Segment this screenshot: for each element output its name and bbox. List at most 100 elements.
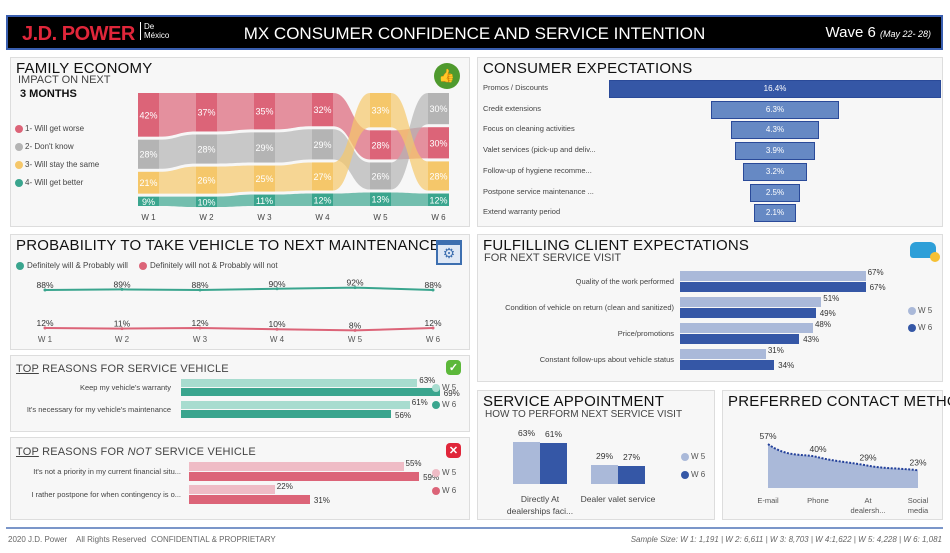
data-label: 12% — [191, 318, 208, 328]
x-tick-label: W 1 — [141, 213, 156, 222]
data-label: 40% — [809, 444, 826, 454]
legend-label: Definitely will & Probably will — [27, 261, 128, 270]
category-label: Promos / Discounts — [483, 83, 549, 92]
bar-better — [428, 193, 449, 206]
legend-dot — [908, 323, 916, 332]
data-label: 56% — [395, 411, 412, 420]
x-tick-label: W 6 — [426, 335, 441, 344]
bar-w6 — [540, 443, 567, 484]
category-label: Extend warranty period — [483, 207, 561, 217]
panel-title: PROBABILITY TO TAKE VEHICLE TO NEXT MAIN… — [16, 237, 440, 254]
title-prefix: TOP — [16, 363, 39, 375]
band-better — [159, 196, 196, 208]
data-label: 61% — [544, 429, 562, 440]
data-label: 69% — [443, 389, 460, 398]
data-label: 10% — [197, 197, 215, 207]
title-rest: SERVICE VEHICLE — [151, 446, 256, 458]
bar-same — [312, 162, 333, 191]
point — [353, 328, 357, 332]
panel-subtitle-bold: 3 MONTHS — [20, 88, 77, 100]
bar-same — [196, 166, 217, 194]
data-label: 29% — [595, 450, 613, 461]
bar-better — [196, 196, 217, 208]
panel-title: FULFILLING CLIENT EXPECTATIONS — [483, 237, 750, 254]
brand-logo: J.D. POWER — [22, 23, 135, 45]
point — [431, 288, 435, 292]
x-tick-label: W 1 — [38, 335, 53, 344]
bar-w5 — [513, 441, 540, 484]
bar-dont_know — [196, 134, 217, 164]
data-label: 22% — [276, 482, 293, 491]
legend-w6: W 6 — [908, 323, 932, 332]
tick-line: At — [864, 496, 872, 505]
data-label: 57% — [759, 431, 776, 441]
category-label: Constant follow-ups about vehicle status — [539, 355, 674, 364]
data-label: 51% — [823, 294, 840, 303]
bar-better — [254, 194, 275, 206]
header-bar: J.D. POWER De México MX CONSUMER CONFIDEN… — [6, 15, 943, 50]
contact-chart: 57% 40% 29% 23% E-mail Phone At dealersh... Soci… — [757, 431, 929, 515]
point — [43, 288, 47, 292]
brand-sub: De México — [140, 22, 169, 40]
data-label: 35% — [255, 107, 273, 117]
point — [120, 287, 124, 291]
tick-line: media — [908, 506, 929, 515]
wave-label: Wave 6 (May 22- 28) — [826, 24, 932, 41]
legend-label: 3- Will stay the same — [25, 160, 100, 169]
contact-panel: PREFERRED CONTACT METHOD 57% 40% 29% 23% E-m… — [722, 390, 950, 520]
data-label: 55% — [405, 459, 422, 468]
bar-w5 — [181, 379, 418, 387]
brand-sub-1: De — [144, 22, 155, 31]
bar-w6 — [181, 388, 440, 396]
category-label: I rather postpone for when contingency i… — [31, 490, 181, 499]
data-label: 42% — [139, 110, 157, 120]
panel-subtitle: IMPACT ON NEXT — [18, 74, 111, 86]
legend-label: W 5 — [442, 383, 457, 392]
legend-will: Definitely will & Probably will — [16, 261, 128, 270]
title-em: NOT — [127, 446, 152, 458]
panel-subtitle: HOW TO PERFORM NEXT SERVICE VISIT — [485, 409, 683, 420]
legend-better: 4- Will get better — [15, 178, 83, 187]
wave-dates: (May 22- 28) — [879, 29, 931, 39]
title-rest: REASONS FOR SERVICE VEHICLE — [38, 363, 229, 375]
data-label: 23% — [909, 457, 926, 467]
band-same — [217, 165, 254, 194]
data-label: 29% — [313, 140, 331, 150]
bar-better — [138, 196, 159, 206]
page-title: MX CONSUMER CONFIDENCE AND SERVICE INTEN… — [243, 24, 706, 43]
footer-sample-size: Sample Size: W 1: 1,191 | W 2: 6,611 | W… — [630, 535, 942, 544]
category-label: Follow-up of hygiene recomme... — [483, 165, 592, 175]
x-tick-label: W 5 — [373, 213, 388, 222]
band-dont_know — [333, 129, 370, 190]
data-label: 88% — [424, 280, 441, 290]
x-tick-label: E-mail — [757, 496, 779, 505]
data-label: 11% — [256, 196, 273, 206]
panel-title: PREFERRED CONTACT METHOD — [728, 393, 950, 410]
bar-dont_know — [254, 132, 275, 163]
band-worse — [217, 93, 254, 132]
band-worse — [275, 93, 312, 130]
funnel-bar: 3.2% — [742, 162, 808, 181]
funnel-bar: 2.1% — [753, 204, 797, 223]
x-tick-label: W 4 — [270, 335, 285, 344]
bar-worse — [138, 93, 159, 137]
band-better — [391, 192, 428, 206]
bar-w5 — [680, 323, 813, 333]
data-label: 4.3% — [765, 125, 785, 135]
bar-w6 — [680, 282, 866, 292]
bar-w6 — [680, 308, 816, 318]
area-line — [767, 443, 919, 472]
category-label: Valet services (pick-up and deliv... — [483, 145, 596, 155]
legend-dot — [432, 400, 440, 409]
legend-dont_know: 2- Don't know — [15, 142, 74, 151]
data-label: 12% — [313, 195, 331, 205]
legend-label: W 5 — [918, 306, 933, 315]
panel-title: TOP REASONS FOR SERVICE VEHICLE — [16, 363, 229, 375]
band-dont_know — [275, 129, 312, 163]
series-line — [44, 286, 434, 292]
calendar-gear-icon: ⚙ — [436, 240, 462, 265]
data-label: 27% — [313, 172, 331, 182]
data-label: 12% — [36, 318, 53, 328]
data-label: 2.5% — [765, 187, 785, 197]
funnel-bar: 2.5% — [749, 183, 801, 202]
